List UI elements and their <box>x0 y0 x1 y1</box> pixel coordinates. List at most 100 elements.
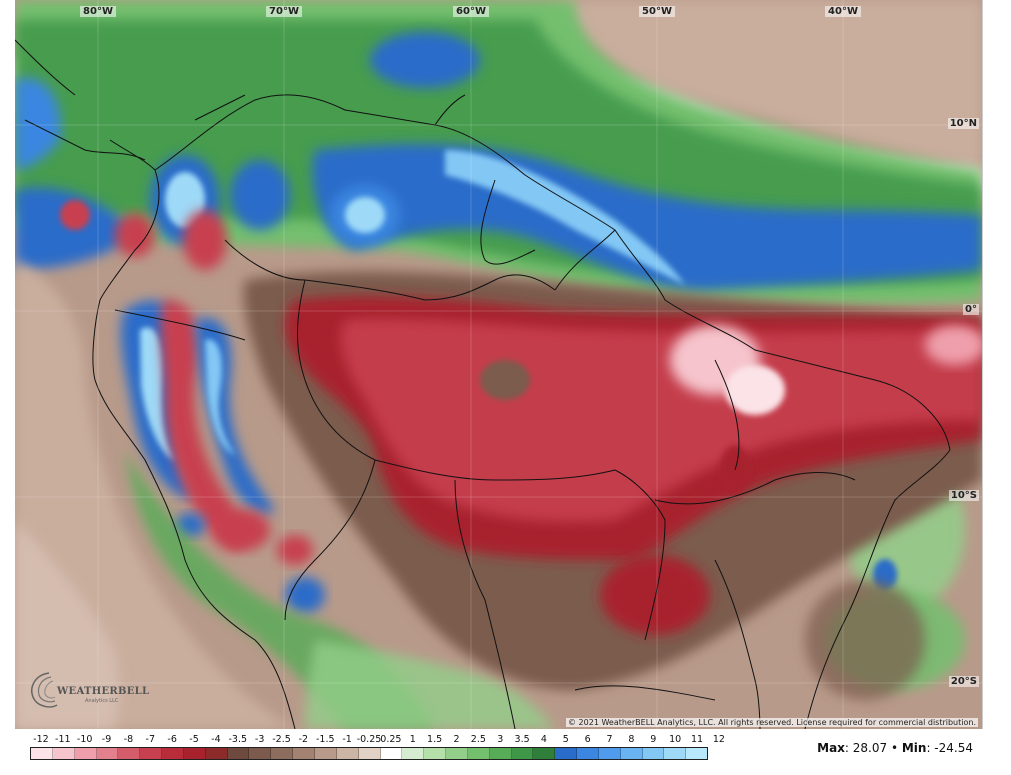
colorbar-cell <box>336 748 359 759</box>
caribbean-wet-blob <box>370 32 480 88</box>
andes-wet-blob-2 <box>230 160 290 230</box>
colorbar-tick-label: -0.25 <box>356 734 382 745</box>
colorbar-tick-label: -11 <box>55 734 71 745</box>
colorbar-tick-label: -2.5 <box>272 734 291 745</box>
colorbar-tick-label: 5 <box>562 734 569 745</box>
colorbar-cell <box>271 748 294 759</box>
colorbar-tick-label: -2 <box>298 734 309 745</box>
colorbar <box>30 747 708 760</box>
caribbean-wet-area <box>15 78 61 170</box>
longitude-label-80w: 80°W <box>80 6 116 17</box>
mato-grosso-dry-blob <box>600 555 710 635</box>
colorbar-cell <box>686 748 708 759</box>
andes-dry-blob-2 <box>115 213 155 257</box>
map-canvas <box>15 0 982 729</box>
bolivia-dry-blob-2 <box>277 535 313 565</box>
amazon-brown-spot <box>480 360 530 400</box>
colorbar-cell <box>205 748 228 759</box>
colorbar-cell <box>140 748 163 759</box>
longitude-label-60w: 60°W <box>453 6 489 17</box>
andes-dry-blob-1 <box>183 210 227 270</box>
colorbar-tick-label: 12 <box>712 734 725 745</box>
colorbar-tick-label: 2.5 <box>470 734 486 745</box>
longitude-label-40w: 40°W <box>825 6 861 17</box>
longitude-label-50w: 50°W <box>639 6 675 17</box>
bolivia-dry-blob <box>220 510 270 550</box>
colorbar-tick-label: -7 <box>145 734 156 745</box>
colorbar-tick-label: 7 <box>606 734 613 745</box>
colorbar-tick-label: 9 <box>650 734 657 745</box>
max-value: : 28.07 • <box>844 741 902 755</box>
colorbar-cell <box>118 748 141 759</box>
bolivia-wet-blob <box>285 577 325 613</box>
southern-wet-area <box>305 640 555 729</box>
colorbar-cell <box>74 748 97 759</box>
logo-name: WEATHERBELL <box>57 686 150 697</box>
colorbar-cell <box>314 748 337 759</box>
colorbar-cell <box>467 748 490 759</box>
colorbar-cell <box>162 748 184 759</box>
colorbar-tick-label: -8 <box>123 734 134 745</box>
colorbar-tick-label: -3.5 <box>228 734 248 745</box>
colorbar-tick-label: -6 <box>167 734 177 745</box>
colorbar-tick-label: -10 <box>76 734 93 745</box>
weatherbell-logo: WEATHERBELL Analytics LLC <box>27 667 149 711</box>
max-min-readout: Max: 28.07 • Min: -24.54 <box>817 741 973 755</box>
colorbar-cell <box>489 748 512 759</box>
pacific-dry-blob <box>60 200 90 230</box>
max-label: Max <box>817 741 845 755</box>
colorbar-cell <box>293 748 315 759</box>
latitude-label-10s: 10°S <box>948 490 979 501</box>
map-right-border <box>982 0 983 729</box>
colorbar-tick-label: 6 <box>584 734 591 745</box>
extreme-dry-spot-3 <box>925 325 982 365</box>
colorbar-cell <box>402 748 425 759</box>
colorbar-tick-label: 10 <box>669 734 682 745</box>
wet-band-cyan <box>445 150 685 285</box>
latitude-label-0: 0° <box>963 304 979 315</box>
colorbar-cell <box>533 748 556 759</box>
andes-dry-stripe <box>160 300 248 551</box>
colorbar-cell <box>620 748 643 759</box>
colorbar-cell <box>664 748 687 759</box>
atlantic-dry-area <box>555 0 982 170</box>
colorbar-cell <box>424 748 447 759</box>
colorbar-tick-label: 11 <box>691 734 704 745</box>
colorbar-cell <box>446 748 468 759</box>
colorbar-tick-label: 3.5 <box>514 734 530 745</box>
colorbar-cell <box>31 748 53 759</box>
colorbar-cell <box>358 748 381 759</box>
latitude-label-20s: 20°S <box>948 676 979 687</box>
colorbar-tick-label: 0.25 <box>380 734 402 745</box>
colorbar-tick-label: -3 <box>254 734 265 745</box>
colorbar-cell <box>598 748 621 759</box>
colorbar-cell <box>555 748 578 759</box>
colorbar-tick-labels: -12 -11 -10 -9 -8 -7 -6 -5 -4 -3.5 -3 -2.5 -2 -1.5 -1-… <box>30 734 725 746</box>
min-label: Min <box>901 741 927 755</box>
colorbar-tick-label: 1 <box>409 734 416 745</box>
colorbar-tick-label: -1 <box>342 734 352 745</box>
graticule <box>15 0 982 729</box>
andes-wet-stripe-core-1 <box>140 327 175 460</box>
longitude-label-70w: 70°W <box>266 6 302 17</box>
logo-swirl-icon <box>31 672 58 708</box>
colorbar-tick-label: -4 <box>211 734 221 745</box>
colorbar-cell <box>380 748 403 759</box>
colorbar-tick-label: 8 <box>628 734 635 745</box>
colorbar-tick-label: -12 <box>33 734 49 745</box>
precipitation-anomaly-map: 80°W 70°W 60°W 50°W 40°W 10°N 0° 10°S 20… <box>15 0 982 729</box>
colorbar-cell <box>96 748 119 759</box>
min-value: : -24.54 <box>926 741 973 755</box>
colorbar-tick-label: -1.5 <box>315 734 335 745</box>
andes-wet-stripe-core-2 <box>205 339 235 455</box>
colorbar-cell <box>52 748 75 759</box>
copyright-notice: © 2021 WeatherBELL Analytics, LLC. All r… <box>566 718 978 727</box>
colorbar-cell <box>183 748 206 759</box>
colorbar-tick-label: -5 <box>189 734 199 745</box>
colorbar-tick-label: 4 <box>540 734 547 745</box>
southeast-pacific-area <box>15 520 120 729</box>
logo-subtitle: Analytics LLC <box>85 698 119 704</box>
southeast-brown-area <box>805 580 925 700</box>
colorbar-cell <box>511 748 534 759</box>
colorbar-tick-label: 2 <box>453 734 460 745</box>
